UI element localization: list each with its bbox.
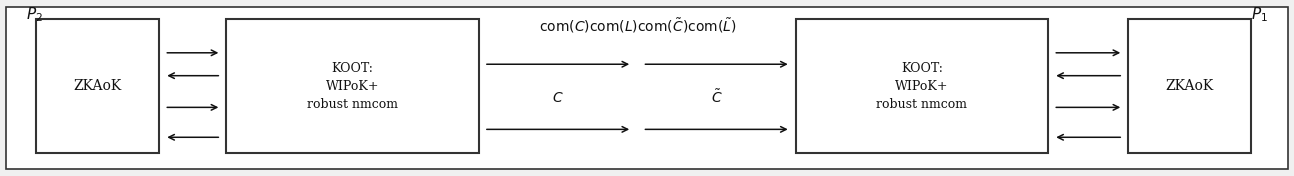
FancyBboxPatch shape xyxy=(796,19,1048,153)
Text: $\tilde{C}$: $\tilde{C}$ xyxy=(710,89,722,106)
Text: $\mathrm{com}(C)\mathrm{com}(L)\mathrm{com}(\tilde{C})\mathrm{com}(\tilde{L})$: $\mathrm{com}(C)\mathrm{com}(L)\mathrm{c… xyxy=(538,16,736,35)
Text: ZKAoK: ZKAoK xyxy=(1166,79,1214,93)
Text: KOOT:
WIPoK+
robust nmcom: KOOT: WIPoK+ robust nmcom xyxy=(876,62,968,111)
FancyBboxPatch shape xyxy=(1128,19,1251,153)
Text: $P_2$: $P_2$ xyxy=(26,5,43,24)
Text: ZKAoK: ZKAoK xyxy=(74,79,122,93)
FancyBboxPatch shape xyxy=(6,7,1288,169)
Text: $C$: $C$ xyxy=(553,91,564,105)
FancyBboxPatch shape xyxy=(226,19,479,153)
FancyBboxPatch shape xyxy=(36,19,159,153)
Text: $P_1$: $P_1$ xyxy=(1251,5,1268,24)
Text: KOOT:
WIPoK+
robust nmcom: KOOT: WIPoK+ robust nmcom xyxy=(307,62,399,111)
